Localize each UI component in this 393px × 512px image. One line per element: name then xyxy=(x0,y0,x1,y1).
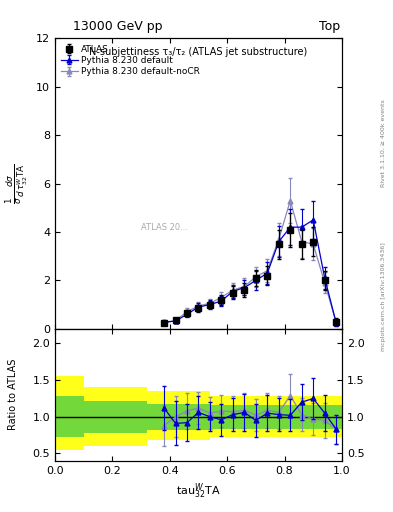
Text: $\frac{1}{\sigma}\frac{d\sigma}{d\,\tau_{32}^{W}\mathrm{TA}}$: $\frac{1}{\sigma}\frac{d\sigma}{d\,\tau_… xyxy=(5,163,30,204)
Text: N-subjettiness τ₃/τ₂ (ATLAS jet substructure): N-subjettiness τ₃/τ₂ (ATLAS jet substruc… xyxy=(89,47,308,57)
X-axis label: $\mathrm{tau}_{32}^{W}\mathrm{TA}$: $\mathrm{tau}_{32}^{W}\mathrm{TA}$ xyxy=(176,481,221,501)
Text: Rivet 3.1.10, ≥ 400k events: Rivet 3.1.10, ≥ 400k events xyxy=(381,99,386,187)
Text: 13000 GeV pp: 13000 GeV pp xyxy=(73,20,163,33)
Text: mcplots.cern.ch [arXiv:1306.3436]: mcplots.cern.ch [arXiv:1306.3436] xyxy=(381,243,386,351)
Text: Top: Top xyxy=(319,20,340,33)
Y-axis label: Ratio to ATLAS: Ratio to ATLAS xyxy=(8,359,18,431)
Text: ATLAS 20...: ATLAS 20... xyxy=(141,223,187,231)
Legend: ATLAS, Pythia 8.230 default, Pythia 8.230 default-noCR: ATLAS, Pythia 8.230 default, Pythia 8.23… xyxy=(59,43,202,78)
